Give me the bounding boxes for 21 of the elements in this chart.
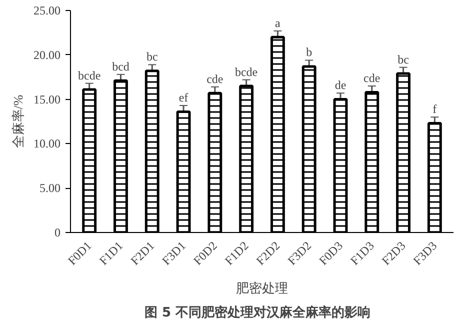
annotation: f (432, 102, 437, 116)
y-tick-label: 0 (54, 226, 60, 240)
text: 图 5 不同肥密处理对汉麻全麻率的影响 (144, 304, 371, 320)
annotation: bcd (112, 59, 130, 74)
annotation: a (275, 16, 282, 30)
annotation: b (306, 45, 312, 60)
y-tick-label: 25.00 (34, 4, 60, 18)
annotation: bcde (234, 64, 258, 79)
annotation: bc (398, 52, 409, 66)
y-tick-label: 5.00 (40, 181, 60, 196)
annotation: bc (146, 50, 158, 64)
y-tick-label: 15.00 (34, 92, 60, 106)
annotation: bcde (78, 68, 101, 82)
annotation: de (334, 78, 346, 92)
y-axis-title: 全麻率/% (10, 94, 26, 148)
annotation: ef (178, 90, 188, 105)
y-tick-label: 10.00 (34, 136, 60, 151)
annotation: cde (364, 70, 380, 85)
annotation: cde (206, 72, 224, 86)
y-tick-label: 20.00 (34, 48, 60, 62)
x-axis-title: 肥密处理 (236, 280, 288, 296)
